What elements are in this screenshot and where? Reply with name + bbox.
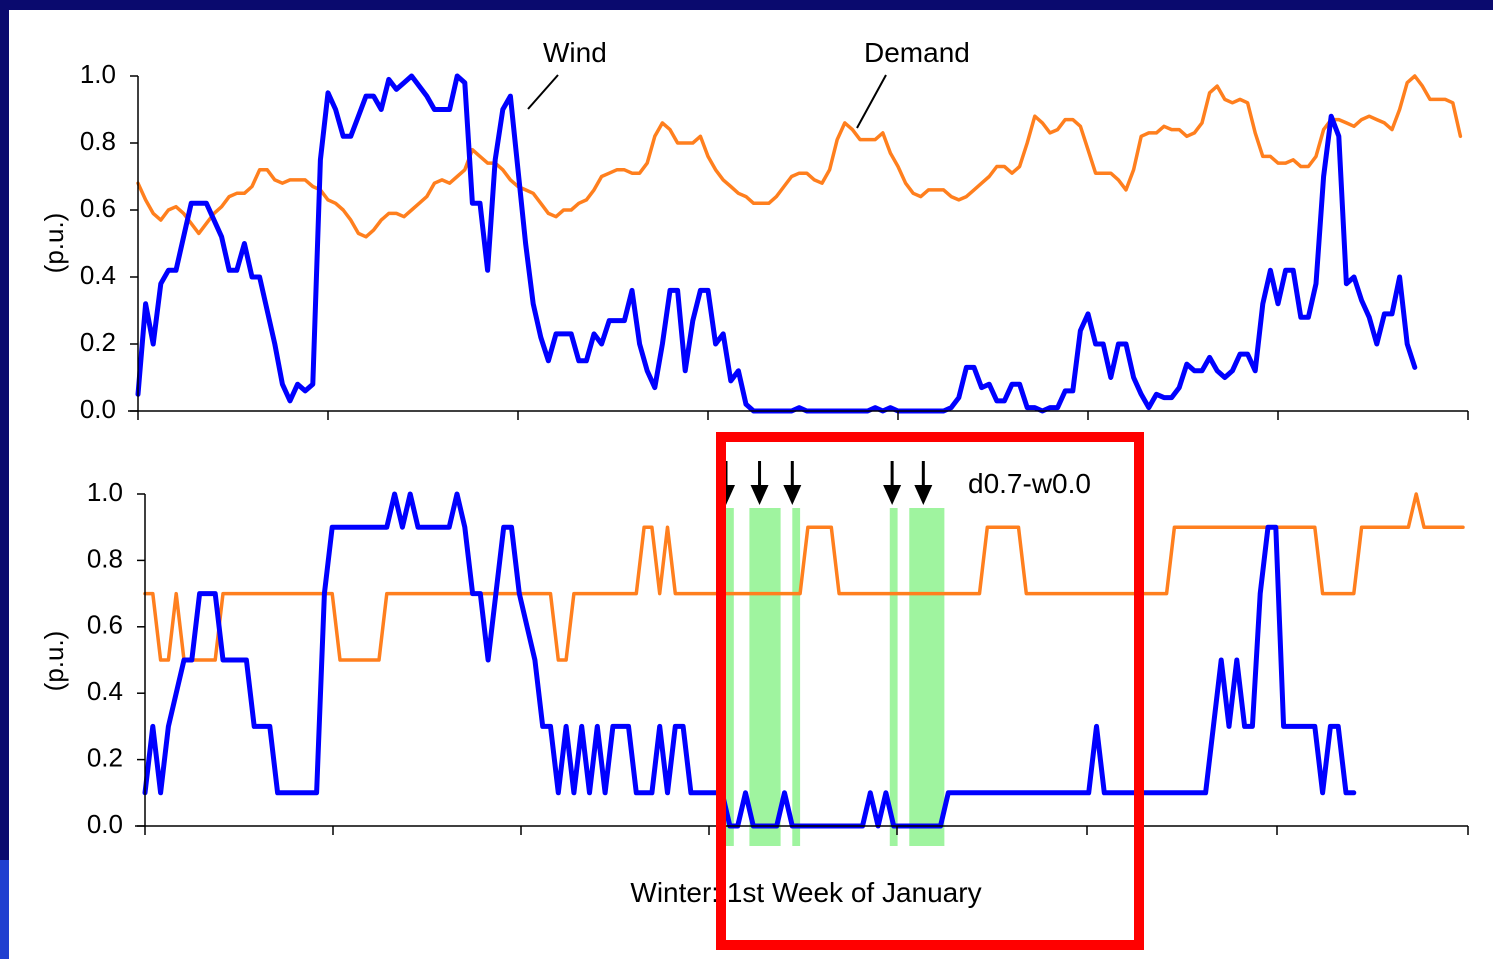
- shaded-region: [909, 508, 945, 846]
- case-label: d0.7-w0.0: [968, 468, 1091, 499]
- bottom-y-tick-label: 0.0: [87, 809, 123, 839]
- down-arrow-icon: [783, 461, 802, 505]
- demand-label: Demand: [864, 37, 970, 68]
- bottom-ylabel: (p.u.): [39, 631, 69, 692]
- slide-border-left-accent: [0, 860, 9, 959]
- bottom-y-tick-label: 0.4: [87, 676, 123, 706]
- top-y-tick-label: 0.8: [80, 126, 116, 156]
- top-ylabel: (p.u.): [39, 213, 69, 274]
- bottom-series-demand: [143, 492, 1465, 662]
- down-arrow-icon: [914, 461, 933, 505]
- top-y-tick-label: 0.6: [80, 193, 116, 223]
- wind-label-leader: [527, 74, 559, 110]
- bottom-panel: 0.0 0.2 0.4 0.6 0.8 1.0 (p.u.) d0.7-w0.0 Wint…: [39, 461, 1469, 908]
- top-series-demand: [136, 74, 1463, 239]
- bottom-series-wind: [142, 491, 1357, 829]
- top-y-tick-label: 1.0: [80, 59, 116, 89]
- bottom-y-tick-label: 1.0: [87, 477, 123, 507]
- x-axis-title: Winter: 1st Week of January: [630, 877, 981, 908]
- top-series-wind: [135, 73, 1418, 414]
- top-y-tick-label: 0.0: [80, 394, 116, 424]
- slide-border-top: [0, 0, 1493, 10]
- down-arrow-icon: [883, 461, 902, 505]
- shaded-region: [792, 508, 801, 846]
- highlight-box: [716, 432, 1144, 950]
- demand-label-leader: [856, 74, 887, 129]
- shaded-region: [889, 508, 898, 846]
- bottom-y-tick-label: 0.8: [87, 543, 123, 573]
- bottom-y-tick-label: 0.2: [87, 742, 123, 772]
- down-arrow-icon: [750, 461, 769, 505]
- wind-label: Wind: [543, 37, 607, 68]
- top-y-tick-label: 0.2: [80, 327, 116, 357]
- top-y-tick-label: 0.4: [80, 260, 116, 290]
- bottom-y-tick-label: 0.6: [87, 610, 123, 640]
- shaded-region: [749, 508, 781, 846]
- top-panel: 0.0 0.2 0.4 0.6 0.8 1.0 (p.u.) Wind Demand: [39, 37, 1469, 424]
- slide-border-left: [0, 0, 9, 959]
